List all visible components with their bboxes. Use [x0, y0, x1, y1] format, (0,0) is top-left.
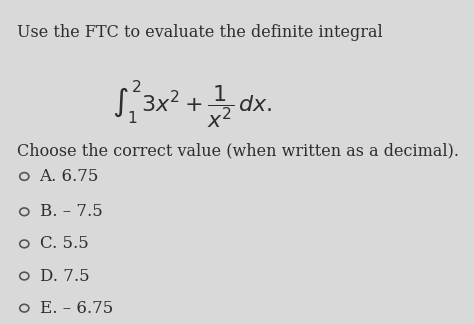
Text: Choose the correct value (when written as a decimal).: Choose the correct value (when written a…: [17, 143, 459, 160]
Text: E. – 6.75: E. – 6.75: [39, 300, 113, 317]
Text: C. 5.5: C. 5.5: [39, 236, 88, 252]
Text: B. – 7.5: B. – 7.5: [39, 203, 102, 220]
Text: Use the FTC to evaluate the definite integral: Use the FTC to evaluate the definite int…: [17, 24, 383, 41]
Text: A. 6.75: A. 6.75: [39, 168, 99, 185]
Text: D. 7.5: D. 7.5: [39, 268, 89, 284]
Text: $\int_{1}^{2} 3x^2 + \dfrac{1}{x^2}\, dx.$: $\int_{1}^{2} 3x^2 + \dfrac{1}{x^2}\, dx…: [112, 78, 273, 131]
